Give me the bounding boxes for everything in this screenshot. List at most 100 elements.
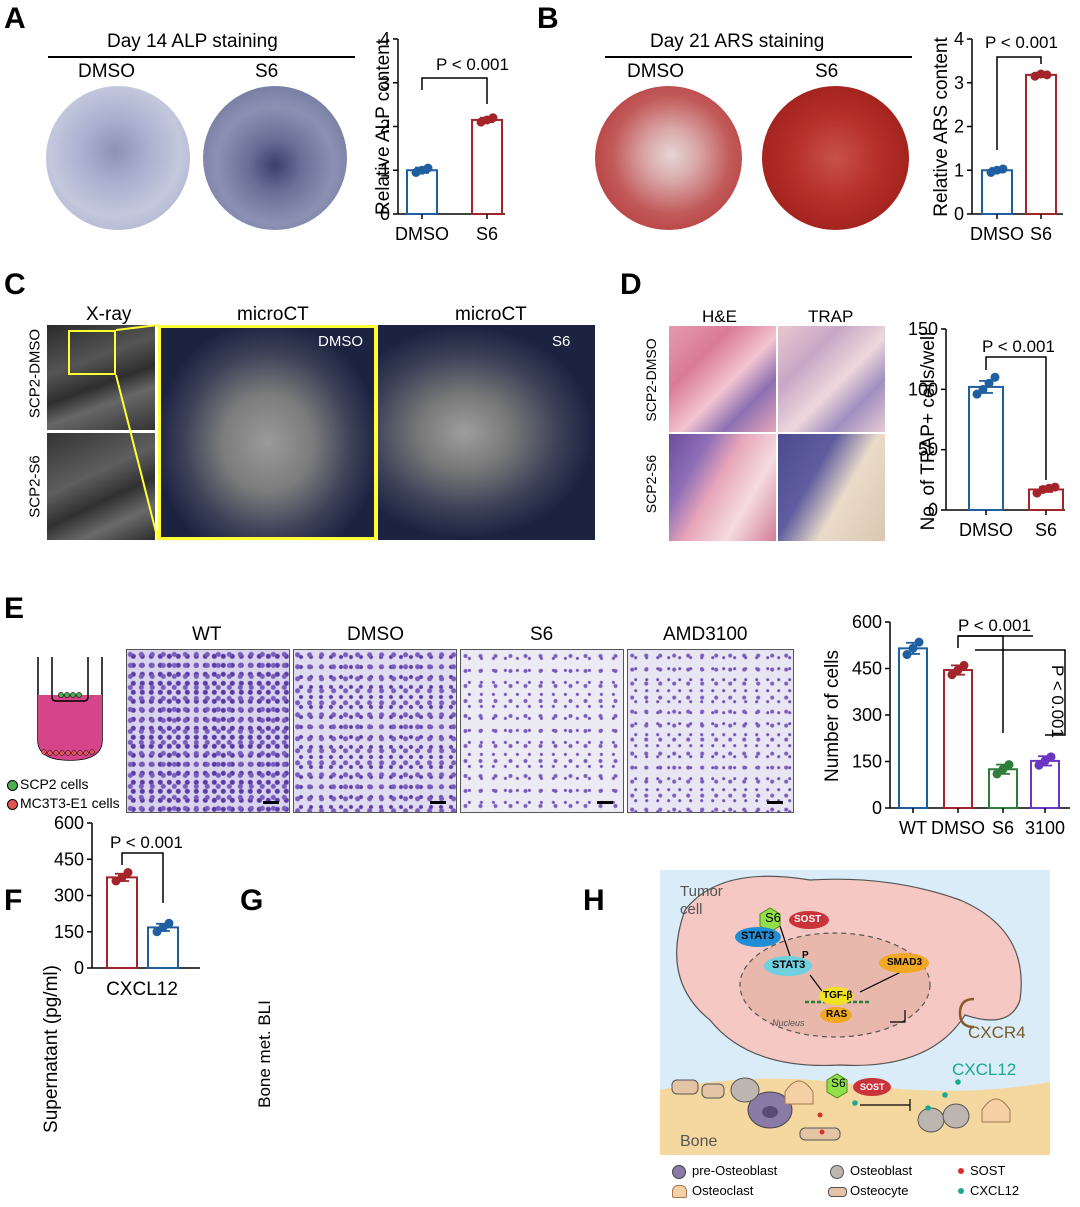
e-legend-mc3t3-dot <box>7 799 18 810</box>
y-tick-label: 0 <box>872 798 882 818</box>
cxcl12-dot-icon <box>958 1188 964 1194</box>
a-well-label-s6: S6 <box>255 61 279 82</box>
h-cxcr4-label: CXCR4 <box>968 1023 1026 1042</box>
c-tag-s6: S6 <box>552 333 571 350</box>
osteoblast-icon <box>830 1165 844 1179</box>
panel-letter-d: D <box>620 268 642 301</box>
h-legend-sost: SOST <box>970 1163 1006 1178</box>
data-point <box>117 872 127 882</box>
bar <box>147 926 179 970</box>
e-image-title-wt: WT <box>192 624 222 645</box>
y-tick-label: 300 <box>852 705 882 725</box>
h-sost-label: SOST <box>794 914 822 925</box>
c-row-label-s6: SCP2-S6 <box>26 455 44 518</box>
e-legend-scp2: SCP2 cells <box>20 776 89 792</box>
a-alp-well-s6 <box>203 86 347 230</box>
b-ars-well-dmso <box>595 86 742 230</box>
x-tick-label: DMSO <box>395 224 449 244</box>
b-well-label-s6: S6 <box>815 61 839 82</box>
a-header: Day 14 ALP staining <box>107 31 278 52</box>
y-tick-label: 50 <box>918 440 938 460</box>
significance-bracket <box>421 77 488 104</box>
x-tick-label: S6 <box>1035 520 1057 540</box>
c-xray-zoom-box <box>68 330 116 375</box>
e-transwell-diagram <box>37 657 103 761</box>
data-point <box>1004 760 1014 770</box>
h-tgfb-label: TGF-β <box>823 990 853 1001</box>
y-tick-label: 4 <box>380 29 390 49</box>
h-nucleus-label: Nucleus <box>772 1018 805 1028</box>
e-image-title-dmso: DMSO <box>347 624 404 645</box>
y-tick-label: 150 <box>54 922 84 942</box>
x-tick-label: S6 <box>476 224 498 244</box>
h-tumor-cell-label: Tumor cell <box>680 883 723 918</box>
c-microct-title: microCT <box>237 304 309 325</box>
e-scale-bar-2 <box>430 801 446 804</box>
c-microct-title-2: microCT <box>455 304 527 325</box>
a-well-label-dmso: DMSO <box>78 61 135 82</box>
c-row-label-dmso: SCP2-DMSO <box>26 328 44 419</box>
p-value: P < 0.001 <box>982 337 1055 356</box>
y-tick-label: 1 <box>954 160 964 180</box>
panel-letter-h: H <box>583 884 605 917</box>
h-legend-osteocyte: Osteocyte <box>850 1183 909 1198</box>
data-point <box>488 113 498 123</box>
x-axis-label: CXCL12 <box>106 979 178 1000</box>
d-row-label-dmso: SCP2-DMSO <box>643 338 659 422</box>
y-tick-label: 150 <box>852 752 882 772</box>
panel-letter-f: F <box>4 884 23 917</box>
y-tick-label: 450 <box>54 849 84 869</box>
c-xray-s6 <box>47 433 155 540</box>
panel-letter-c: C <box>4 268 26 301</box>
c-microct-s6 <box>378 325 595 540</box>
y-tick-label: 2 <box>954 117 964 137</box>
data-point <box>1046 752 1056 762</box>
chart-g <box>0 0 1 1</box>
h-stat3-label: STAT3 <box>741 930 775 942</box>
h-legend-osteoblast: Osteoblast <box>850 1163 913 1178</box>
d-trap-title: TRAP <box>808 307 854 326</box>
chart-e: 0 150 300 450 600 WT DMSO S6 3100 P < 0.001 P < 0.… <box>852 612 1070 838</box>
y-tick-label: 3 <box>954 73 964 93</box>
h-mechanism-diagram <box>660 870 1050 1155</box>
e-legend-scp2-dot <box>7 780 18 791</box>
b-header: Day 21 ARS staining <box>650 31 825 52</box>
p-value: P < 0.001 <box>110 833 183 852</box>
h-s6-bone-label: S6 <box>831 1076 846 1090</box>
y-tick-label: 2 <box>380 117 390 137</box>
d-he-s6 <box>669 434 776 541</box>
data-point <box>1050 482 1060 492</box>
data-point <box>1042 70 1052 80</box>
y-tick-label: 450 <box>852 659 882 679</box>
e-scale-bar-1 <box>263 801 279 804</box>
p-value: P < 0.001 <box>1048 665 1067 738</box>
f-chart-ylabel: Supernatant (pg/ml) <box>41 965 62 1133</box>
h-smad3-label: SMAD3 <box>887 957 923 968</box>
c-tag-dmso: DMSO <box>318 333 363 350</box>
e-chart-ylabel: Number of cells <box>822 650 843 782</box>
a-header-line <box>48 56 355 58</box>
d-he-title: H&E <box>702 307 737 326</box>
y-tick-label: 600 <box>852 612 882 632</box>
p-value: P < 0.001 <box>985 33 1058 52</box>
chart-d: 0 50 100 150 DMSO S6 P < 0.001 <box>908 319 1065 540</box>
data-point <box>164 918 174 928</box>
e-image-title-s6: S6 <box>530 624 554 645</box>
d-row-label-s6: SCP2-S6 <box>643 454 659 514</box>
x-tick-label: S6 <box>1030 224 1052 244</box>
y-tick-label: 0 <box>74 958 84 978</box>
h-p-label: P <box>802 950 809 961</box>
x-tick-label: DMSO <box>959 520 1013 540</box>
bar <box>898 647 928 809</box>
pre-osteoblast-icon <box>672 1165 686 1179</box>
x-tick-label: 3100 <box>1025 818 1065 838</box>
y-tick-label: 300 <box>54 886 84 906</box>
data-point <box>972 389 982 399</box>
e-image-dmso <box>293 649 457 813</box>
p-value: P < 0.001 <box>436 55 509 74</box>
b-ars-well-s6 <box>762 86 909 230</box>
d-trap-s6 <box>778 434 885 541</box>
h-legend-osteoclast: Osteoclast <box>692 1183 754 1198</box>
panel-letter-b: B <box>537 2 559 35</box>
e-image-s6 <box>460 649 624 813</box>
